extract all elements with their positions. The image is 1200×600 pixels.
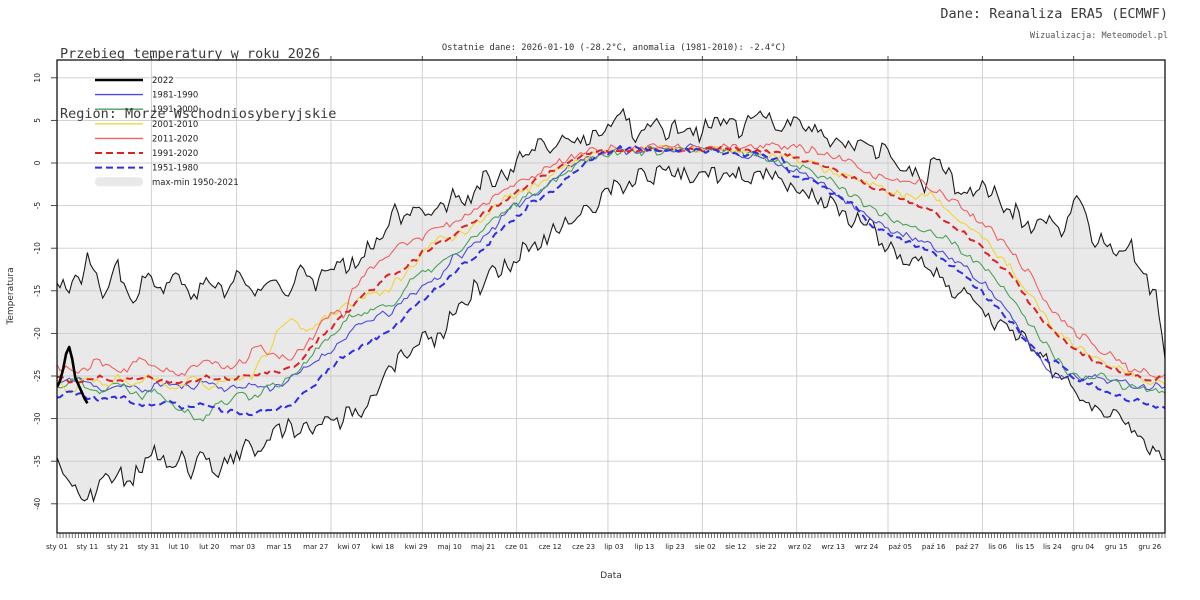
y-tick-label: 5 <box>33 118 42 123</box>
x-tick-label: wrz 02 <box>788 543 811 551</box>
y-tick-label: 10 <box>33 73 42 83</box>
x-tick-label: lip 13 <box>635 543 654 551</box>
x-tick-label: wrz 13 <box>821 543 844 551</box>
x-tick-label: lip 23 <box>665 543 684 551</box>
legend-label: 2011-2020 <box>152 134 198 144</box>
series-line-2022 <box>57 345 89 404</box>
y-tick-label: -10 <box>33 242 42 254</box>
legend-label: 2022 <box>152 76 174 86</box>
x-tick-label: lip 03 <box>604 543 623 551</box>
x-tick-label: paź 27 <box>955 543 979 551</box>
x-tick-label: lis 24 <box>1043 543 1062 551</box>
legend-label: 1991-2000 <box>152 105 198 115</box>
x-tick-label: maj 10 <box>438 543 462 551</box>
band-min-edge <box>57 164 1165 504</box>
x-tick-label: wrz 24 <box>855 543 879 551</box>
x-tick-label: paź 16 <box>922 543 946 551</box>
legend-label: 1951-1980 <box>152 164 198 174</box>
y-tick-label: -15 <box>33 284 42 296</box>
x-tick-label: gru 26 <box>1138 543 1161 551</box>
visualization-credit: Wizualizacja: Meteomodel.pl <box>1029 31 1168 41</box>
x-tick-label: mar 03 <box>230 543 255 551</box>
x-axis-title: Data <box>600 571 622 581</box>
x-tick-label: maj 21 <box>471 543 495 551</box>
x-tick-label: kwi 18 <box>371 543 394 551</box>
x-tick-label: sty 31 <box>137 543 159 551</box>
page-title: Przebieg temperatury w roku 2026 <box>60 46 321 62</box>
series-line-2001-2010 <box>57 144 1165 393</box>
legend-label-band: max-min 1950-2021 <box>152 178 239 188</box>
x-tick-label: cze 01 <box>505 543 528 551</box>
x-tick-label: gru 15 <box>1105 543 1128 551</box>
y-tick-label: -40 <box>33 497 42 509</box>
x-tick-label: sty 21 <box>107 543 129 551</box>
last-data-subtitle: Ostatnie dane: 2026-01-10 (-28.2°C, anom… <box>441 43 787 53</box>
x-tick-label: gru 04 <box>1071 543 1094 551</box>
x-tick-label: kwi 29 <box>405 543 428 551</box>
series-line-2011-2020 <box>57 142 1165 379</box>
x-tick-label: lis 06 <box>988 543 1007 551</box>
y-tick-label: -35 <box>33 455 42 467</box>
series-line-1991-2000 <box>57 145 1165 422</box>
legend-label: 2001-2010 <box>152 120 198 130</box>
x-tick-label: kwi 07 <box>338 543 361 551</box>
x-tick-label: sie 02 <box>695 543 716 551</box>
legend-label: 1991-2020 <box>152 149 198 159</box>
x-tick-label: sie 22 <box>756 543 777 551</box>
y-tick-label: -20 <box>33 327 42 339</box>
region-subtitle: Region: Morze Wschodniosyberyjskie <box>60 106 337 122</box>
y-tick-label: 0 <box>33 160 42 165</box>
x-tick-label: cze 12 <box>539 543 562 551</box>
y-tick-label: -5 <box>33 202 42 210</box>
x-tick-label: mar 27 <box>303 543 328 551</box>
x-tick-label: sty 11 <box>77 543 99 551</box>
y-tick-label: -25 <box>33 370 42 382</box>
x-tick-label: lis 15 <box>1016 543 1035 551</box>
series-line-1951-1980 <box>57 145 1165 417</box>
x-tick-label: lut 10 <box>169 543 189 551</box>
y-axis-title: Temperatura <box>6 267 16 325</box>
x-tick-label: sty 01 <box>46 543 68 551</box>
band-max-edge <box>57 107 1165 359</box>
y-tick-label: -30 <box>33 412 42 424</box>
x-tick-label: paź 05 <box>888 543 912 551</box>
x-tick-label: lut 20 <box>199 543 219 551</box>
data-source-label: Dane: Reanaliza ERA5 (ECMWF) <box>940 6 1168 22</box>
x-tick-label: cze 23 <box>572 543 595 551</box>
x-tick-label: mar 15 <box>267 543 292 551</box>
legend-label: 1981-1990 <box>152 91 198 101</box>
source-block: Dane: Reanaliza ERA5 (ECMWF) Wizualizacj… <box>940 4 1168 46</box>
band-maxmin-fill <box>57 109 1165 502</box>
title-block: Przebieg temperatury w roku 2026 Region:… <box>60 4 336 164</box>
x-tick-label: sie 12 <box>725 543 746 551</box>
legend-swatch-band <box>95 177 143 187</box>
